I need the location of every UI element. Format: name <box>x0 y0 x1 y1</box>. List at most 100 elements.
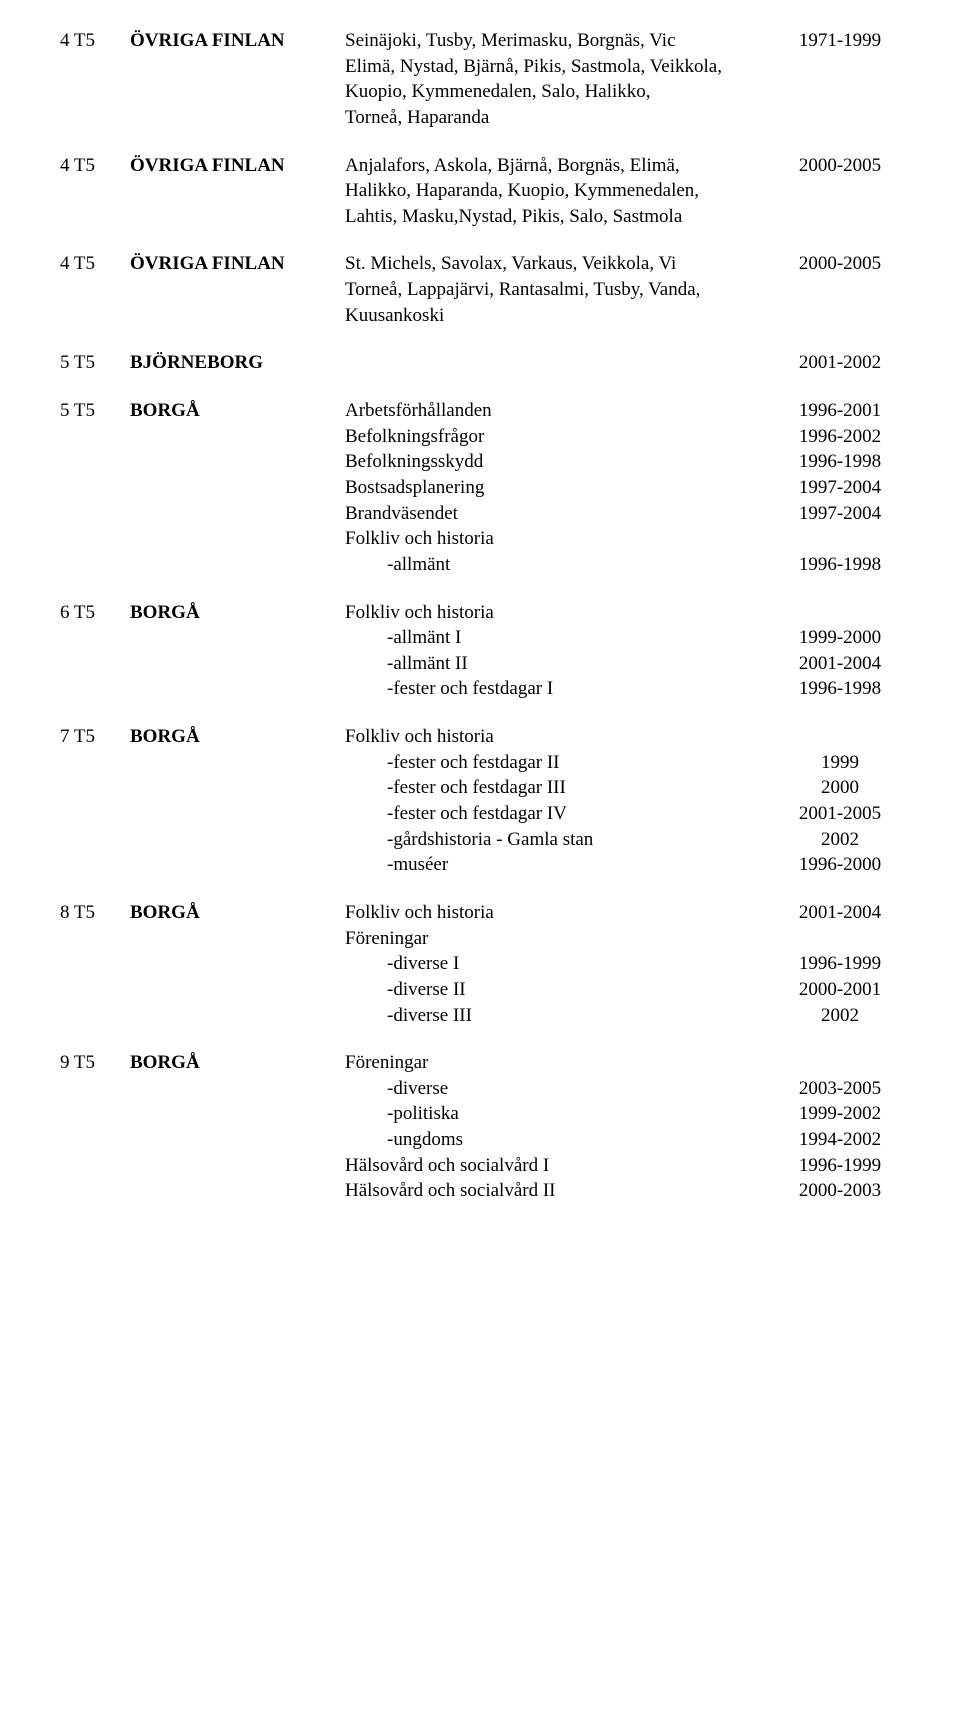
location-cell <box>130 178 345 204</box>
table-row: 5 T5BJÖRNEBORG2001-2002 <box>60 350 900 376</box>
location-cell <box>130 977 345 1003</box>
description-cell: Folkliv och historia <box>345 600 780 626</box>
description-cell: Brandväsendet <box>345 501 780 527</box>
year-cell: 1997-2004 <box>780 475 900 501</box>
code-cell <box>60 1178 130 1204</box>
table-row: 4 T5ÖVRIGA FINLANAnjalafors, Askola, Bjä… <box>60 153 900 179</box>
location-cell <box>130 1153 345 1179</box>
year-cell <box>780 178 900 204</box>
location-cell: BJÖRNEBORG <box>130 350 345 376</box>
table-row: 4 T5ÖVRIGA FINLANSeinäjoki, Tusby, Merim… <box>60 28 900 54</box>
code-cell <box>60 750 130 776</box>
location-cell <box>130 552 345 578</box>
location-cell: ÖVRIGA FINLAN <box>130 153 345 179</box>
location-cell <box>130 475 345 501</box>
code-cell: 9 T5 <box>60 1050 130 1076</box>
table-row: -allmänt I1999-2000 <box>60 625 900 651</box>
year-cell: 2003-2005 <box>780 1076 900 1102</box>
year-cell: 1994-2002 <box>780 1127 900 1153</box>
code-cell <box>60 775 130 801</box>
year-cell: 2000-2005 <box>780 153 900 179</box>
location-cell <box>130 1101 345 1127</box>
year-cell: 1996-1998 <box>780 676 900 702</box>
table-row: -allmänt II2001-2004 <box>60 651 900 677</box>
description-cell: Hälsovård och socialvård I <box>345 1153 780 1179</box>
code-cell <box>60 951 130 977</box>
description-cell: Elimä, Nystad, Bjärnå, Pikis, Sastmola, … <box>345 54 780 80</box>
code-cell <box>60 651 130 677</box>
table-row: 9 T5BORGÅFöreningar <box>60 1050 900 1076</box>
year-cell <box>780 926 900 952</box>
section: 5 T5BJÖRNEBORG2001-2002 <box>60 350 900 376</box>
code-cell <box>60 303 130 329</box>
code-cell <box>60 552 130 578</box>
code-cell <box>60 449 130 475</box>
table-row: Bostsadsplanering1997-2004 <box>60 475 900 501</box>
table-row: Kuopio, Kymmenedalen, Salo, Halikko, <box>60 79 900 105</box>
code-cell: 7 T5 <box>60 724 130 750</box>
year-cell <box>780 105 900 131</box>
code-cell <box>60 1076 130 1102</box>
location-cell: BORGÅ <box>130 398 345 424</box>
year-cell <box>780 303 900 329</box>
section: 8 T5BORGÅFolkliv och historia2001-2004Fö… <box>60 900 900 1028</box>
table-row: Folkliv och historia <box>60 526 900 552</box>
location-cell <box>130 801 345 827</box>
description-cell: Kuopio, Kymmenedalen, Salo, Halikko, <box>345 79 780 105</box>
description-cell: Befolkningsskydd <box>345 449 780 475</box>
year-cell: 1996-1999 <box>780 951 900 977</box>
year-cell: 2000-2005 <box>780 251 900 277</box>
code-cell <box>60 277 130 303</box>
code-cell <box>60 801 130 827</box>
description-cell: -politiska <box>345 1101 780 1127</box>
location-cell <box>130 827 345 853</box>
table-row: -gårdshistoria - Gamla stan2002 <box>60 827 900 853</box>
code-cell <box>60 676 130 702</box>
location-cell <box>130 1178 345 1204</box>
description-cell: Anjalafors, Askola, Bjärnå, Borgnäs, Eli… <box>345 153 780 179</box>
code-cell <box>60 54 130 80</box>
location-cell <box>130 651 345 677</box>
description-cell: -fester och festdagar I <box>345 676 780 702</box>
year-cell <box>780 1050 900 1076</box>
section: 6 T5BORGÅFolkliv och historia-allmänt I1… <box>60 600 900 703</box>
location-cell: ÖVRIGA FINLAN <box>130 251 345 277</box>
table-row: 5 T5BORGÅArbetsförhållanden1996-2001 <box>60 398 900 424</box>
table-row: 6 T5BORGÅFolkliv och historia <box>60 600 900 626</box>
year-cell: 2002 <box>780 827 900 853</box>
code-cell <box>60 79 130 105</box>
table-row: -allmänt1996-1998 <box>60 552 900 578</box>
description-cell: Folkliv och historia <box>345 526 780 552</box>
table-row: Befolkningsfrågor1996-2002 <box>60 424 900 450</box>
location-cell <box>130 926 345 952</box>
table-row: Torneå, Haparanda <box>60 105 900 131</box>
location-cell: BORGÅ <box>130 600 345 626</box>
code-cell <box>60 1153 130 1179</box>
table-row: 7 T5BORGÅFolkliv och historia <box>60 724 900 750</box>
year-cell: 2001-2005 <box>780 801 900 827</box>
code-cell: 8 T5 <box>60 900 130 926</box>
description-cell: Bostsadsplanering <box>345 475 780 501</box>
location-cell <box>130 676 345 702</box>
description-cell: Befolkningsfrågor <box>345 424 780 450</box>
year-cell: 2000-2001 <box>780 977 900 1003</box>
location-cell <box>130 1127 345 1153</box>
description-cell: -diverse I <box>345 951 780 977</box>
code-cell <box>60 204 130 230</box>
location-cell <box>130 303 345 329</box>
description-cell: Hälsovård och socialvård II <box>345 1178 780 1204</box>
description-cell: -diverse <box>345 1076 780 1102</box>
location-cell <box>130 1003 345 1029</box>
code-cell <box>60 424 130 450</box>
section: 4 T5ÖVRIGA FINLANSt. Michels, Savolax, V… <box>60 251 900 328</box>
year-cell <box>780 526 900 552</box>
year-cell: 2001-2004 <box>780 651 900 677</box>
table-row: -fester och festdagar II1999 <box>60 750 900 776</box>
description-cell: -allmänt <box>345 552 780 578</box>
year-cell: 1996-1998 <box>780 552 900 578</box>
code-cell <box>60 852 130 878</box>
table-row: -ungdoms1994-2002 <box>60 1127 900 1153</box>
location-cell <box>130 625 345 651</box>
location-cell <box>130 775 345 801</box>
year-cell: 1996-2001 <box>780 398 900 424</box>
